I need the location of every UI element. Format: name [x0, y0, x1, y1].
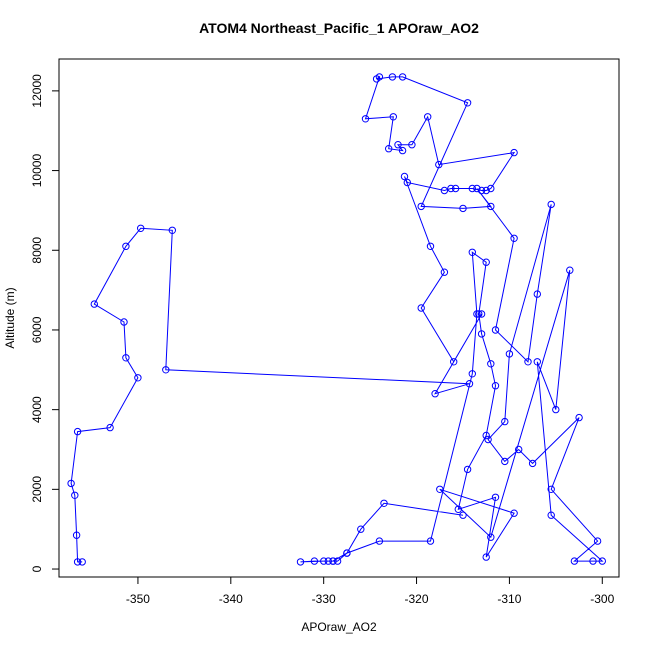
y-axis-label: Altitude (m)	[3, 287, 17, 348]
x-axis: -350 -340 -330 -320 -310 -300	[126, 577, 615, 606]
x-tick-label: -350	[126, 592, 150, 606]
y-tick-label: 12000	[30, 74, 44, 108]
y-tick-label: 8000	[30, 237, 44, 264]
x-tick-label: -340	[219, 592, 243, 606]
series-layer	[68, 74, 606, 565]
y-axis: 0 2000 4000 6000 8000 10000 12000	[30, 74, 59, 573]
y-tick-label: 4000	[30, 396, 44, 423]
x-axis-label: APOraw_AO2	[301, 620, 377, 634]
x-tick-label: -330	[312, 592, 336, 606]
y-tick-label: 10000	[30, 154, 44, 188]
y-tick-label: 6000	[30, 316, 44, 343]
plot-frame	[59, 59, 619, 577]
x-tick-label: -310	[497, 592, 521, 606]
series-line	[71, 77, 602, 562]
x-tick-label: -300	[590, 592, 614, 606]
x-tick-label: -320	[405, 592, 429, 606]
y-tick-label: 2000	[30, 476, 44, 503]
y-tick-label: 0	[30, 565, 44, 572]
chart-title: ATOM4 Northeast_Pacific_1 APOraw_AO2	[199, 20, 479, 36]
